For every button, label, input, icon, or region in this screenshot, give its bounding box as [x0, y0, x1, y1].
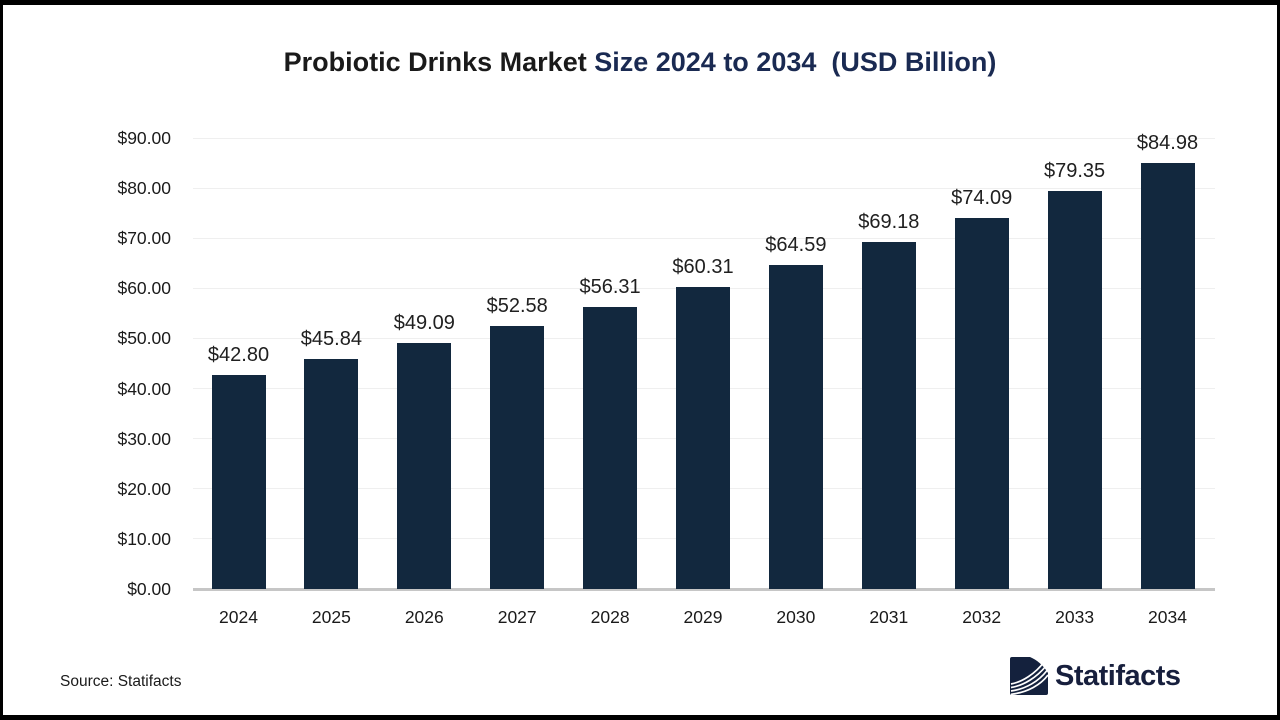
bar-value-label: $56.31 — [579, 275, 641, 298]
chart-title: Probiotic Drinks Market Size 2024 to 203… — [3, 45, 1277, 79]
x-tick-label: 2028 — [590, 607, 630, 627]
bar-value-label: $74.09 — [951, 186, 1013, 209]
x-tick-label: 2034 — [1148, 607, 1187, 627]
y-tick-label: $50.00 — [117, 328, 171, 349]
bar-2027 — [490, 325, 545, 589]
x-tick-label: 2025 — [311, 607, 351, 627]
bar-2029 — [676, 286, 730, 589]
y-tick-label: $20.00 — [117, 478, 171, 499]
bar-value-label: $84.98 — [1136, 132, 1199, 155]
x-tick-label: 2031 — [869, 607, 909, 627]
bar-2024 — [211, 374, 266, 589]
y-tick-label: $80.00 — [117, 178, 171, 199]
source-text: Source: Statifacts — [60, 673, 182, 690]
bar-value-label: $69.18 — [858, 211, 920, 234]
bar-2028 — [583, 306, 638, 589]
statifacts-logo-text: Statifacts — [1055, 660, 1181, 692]
chart-title-part2: Size 2024 to 2034 (USD Billion) — [594, 47, 997, 77]
bar-2030 — [768, 265, 823, 589]
gridline — [193, 187, 1215, 189]
gridline — [193, 237, 1215, 239]
bar-value-label: $49.09 — [393, 312, 455, 334]
x-tick-label: 2033 — [1055, 607, 1095, 627]
bar-2031 — [861, 242, 916, 589]
bar-value-label: $45.84 — [300, 328, 362, 351]
y-tick-label: $10.00 — [117, 528, 171, 549]
bar-2034 — [1140, 163, 1195, 589]
statifacts-logo-icon — [1010, 657, 1048, 695]
y-tick-label: $40.00 — [117, 378, 171, 399]
bar-value-label: $64.59 — [765, 234, 827, 257]
y-tick-label: $70.00 — [117, 228, 171, 249]
bar-2026 — [397, 343, 452, 589]
chart-title-part1: Probiotic Drinks Market — [283, 47, 595, 77]
x-tick-label: 2029 — [683, 607, 723, 627]
bar-value-label: $52.58 — [486, 294, 548, 317]
y-tick-label: $0.00 — [127, 579, 171, 599]
bar-value-label: $60.31 — [672, 255, 734, 278]
bar-2032 — [954, 217, 1009, 589]
x-tick-label: 2026 — [404, 607, 444, 627]
x-tick-label: 2032 — [962, 607, 1002, 627]
bar-2025 — [304, 359, 359, 589]
x-tick-label: 2030 — [776, 607, 816, 627]
bar-2033 — [1047, 191, 1102, 589]
statifacts-logo: Statifacts — [1010, 657, 1181, 695]
y-tick-label: $60.00 — [117, 278, 171, 299]
bar-chart-plot-area: $0.00 $10.00 $20.00 $30.00 $40.00 $50.00 $60.0… — [3, 5, 1277, 715]
bar-value-label: $79.35 — [1044, 160, 1106, 183]
x-tick-label: 2027 — [497, 607, 537, 627]
gridline — [193, 137, 1215, 139]
y-tick-label: $30.00 — [117, 428, 171, 449]
y-tick-label: $90.00 — [117, 128, 171, 148]
x-axis-line — [193, 588, 1215, 591]
x-tick-label: 2024 — [219, 607, 258, 627]
bar-value-label: $42.80 — [207, 343, 270, 366]
